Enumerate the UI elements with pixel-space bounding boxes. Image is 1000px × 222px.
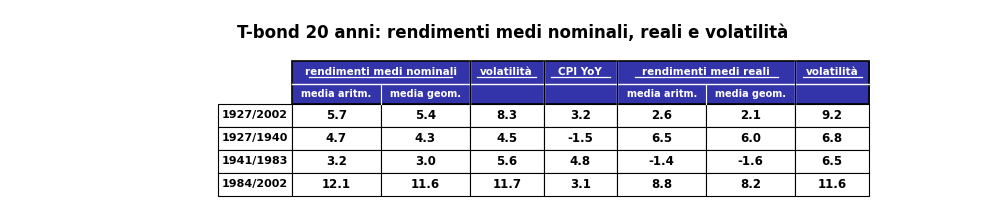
Text: 2.1: 2.1 bbox=[740, 109, 761, 122]
Text: 3.0: 3.0 bbox=[415, 155, 436, 168]
Bar bbox=[544, 84, 617, 103]
Text: 5.7: 5.7 bbox=[326, 109, 347, 122]
Text: 1941/1983: 1941/1983 bbox=[222, 156, 288, 166]
Bar bbox=[470, 103, 544, 127]
Text: 11.6: 11.6 bbox=[411, 178, 440, 191]
Text: 6.5: 6.5 bbox=[822, 155, 843, 168]
Text: 1984/2002: 1984/2002 bbox=[222, 179, 288, 189]
Text: 1927/2002: 1927/2002 bbox=[222, 110, 288, 120]
Bar bbox=[795, 173, 869, 196]
Text: media geom.: media geom. bbox=[390, 89, 461, 99]
Text: -1.4: -1.4 bbox=[649, 155, 675, 168]
Text: 6.5: 6.5 bbox=[651, 132, 672, 145]
Text: -1.5: -1.5 bbox=[567, 132, 593, 145]
Bar bbox=[218, 150, 292, 173]
Text: 5.4: 5.4 bbox=[415, 109, 436, 122]
Bar bbox=[795, 103, 869, 127]
Text: 4.3: 4.3 bbox=[415, 132, 436, 145]
Text: 11.6: 11.6 bbox=[818, 178, 847, 191]
Bar bbox=[544, 61, 617, 84]
Text: volatilità: volatilità bbox=[806, 67, 859, 77]
Bar bbox=[795, 84, 869, 103]
Bar bbox=[544, 127, 617, 150]
Text: 3.1: 3.1 bbox=[570, 178, 591, 191]
Text: 6.0: 6.0 bbox=[740, 132, 761, 145]
Bar bbox=[218, 103, 292, 127]
Text: 9.2: 9.2 bbox=[822, 109, 843, 122]
Bar bbox=[470, 127, 544, 150]
Text: -1.6: -1.6 bbox=[738, 155, 764, 168]
Text: rendimenti medi reali: rendimenti medi reali bbox=[642, 67, 770, 77]
Text: 3.2: 3.2 bbox=[570, 109, 591, 122]
Text: media aritm.: media aritm. bbox=[627, 89, 697, 99]
Bar bbox=[470, 84, 544, 103]
Text: 11.7: 11.7 bbox=[492, 178, 521, 191]
Text: T-bond 20 anni: rendimenti medi nominali, reali e volatilità: T-bond 20 anni: rendimenti medi nominali… bbox=[237, 24, 788, 42]
Text: rendimenti medi nominali: rendimenti medi nominali bbox=[305, 67, 457, 77]
Text: 2.6: 2.6 bbox=[651, 109, 672, 122]
Bar bbox=[544, 173, 617, 196]
Text: 8.3: 8.3 bbox=[496, 109, 517, 122]
Bar bbox=[795, 150, 869, 173]
Text: media geom.: media geom. bbox=[715, 89, 786, 99]
Bar bbox=[218, 173, 292, 196]
Text: 5.6: 5.6 bbox=[496, 155, 517, 168]
Text: 1927/1940: 1927/1940 bbox=[222, 133, 288, 143]
Text: media aritm.: media aritm. bbox=[301, 89, 371, 99]
Text: 8.2: 8.2 bbox=[740, 178, 761, 191]
Bar bbox=[470, 150, 544, 173]
Bar bbox=[544, 150, 617, 173]
Text: 4.8: 4.8 bbox=[570, 155, 591, 168]
Text: 3.2: 3.2 bbox=[326, 155, 347, 168]
Text: 6.8: 6.8 bbox=[822, 132, 843, 145]
Bar bbox=[470, 173, 544, 196]
Text: 4.5: 4.5 bbox=[496, 132, 517, 145]
Bar bbox=[544, 103, 617, 127]
Bar bbox=[470, 61, 544, 84]
Text: 4.7: 4.7 bbox=[326, 132, 347, 145]
Text: volatilità: volatilità bbox=[480, 67, 533, 77]
Text: 8.8: 8.8 bbox=[651, 178, 672, 191]
Bar bbox=[795, 61, 869, 84]
Bar bbox=[795, 127, 869, 150]
Text: CPI YoY: CPI YoY bbox=[558, 67, 602, 77]
Bar bbox=[218, 127, 292, 150]
Text: 12.1: 12.1 bbox=[322, 178, 351, 191]
